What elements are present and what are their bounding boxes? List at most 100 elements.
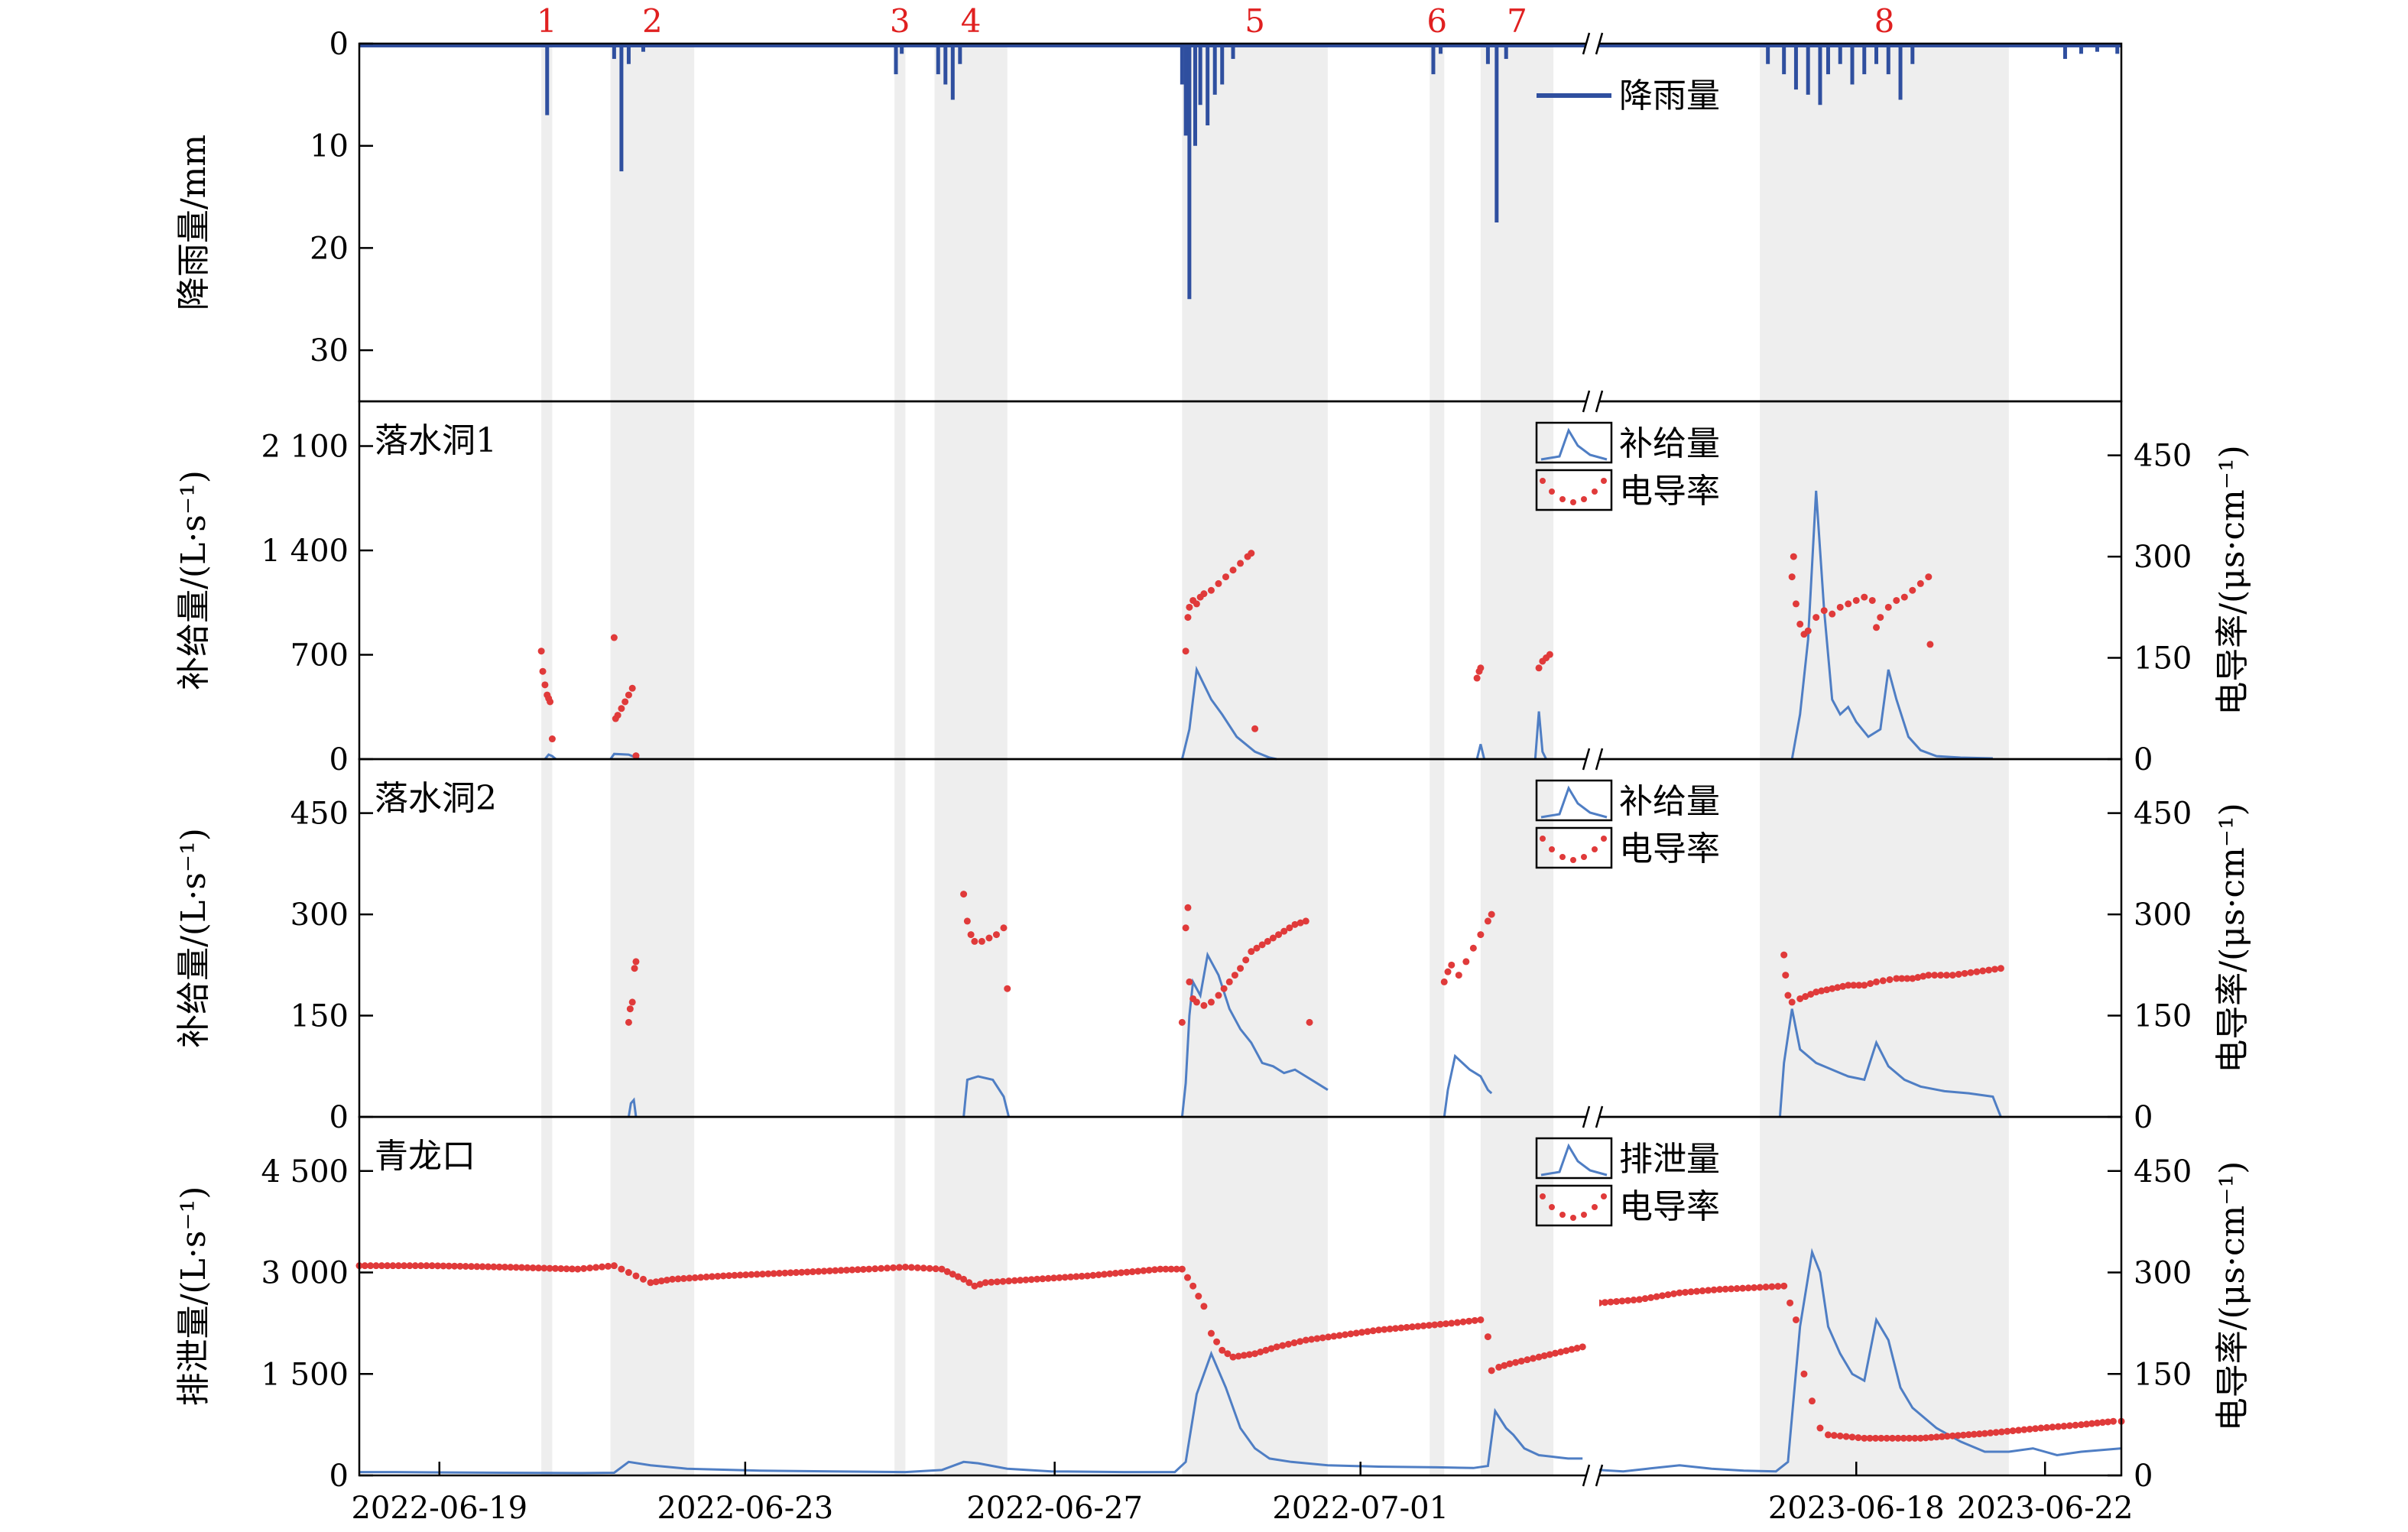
- conductivity-point: [1488, 910, 1495, 918]
- conductivity-point: [1664, 1291, 1672, 1299]
- conductivity-point: [1866, 1434, 1874, 1442]
- conductivity-point: [372, 1262, 380, 1270]
- conductivity-point: [1768, 1283, 1776, 1290]
- conductivity-point: [725, 1272, 733, 1280]
- conductivity-point: [628, 998, 636, 1006]
- station-name: 落水洞1: [375, 421, 497, 460]
- conductivity-point: [1867, 980, 1874, 988]
- conductivity-point: [1220, 985, 1228, 992]
- conductivity-point: [842, 1266, 850, 1274]
- conductivity-point: [1790, 553, 1797, 560]
- conductivity-point: [1200, 1001, 1208, 1009]
- conductivity-point: [1855, 1434, 1862, 1442]
- conductivity-point: [1883, 1434, 1890, 1442]
- conductivity-point: [1488, 1367, 1495, 1375]
- y-tick-label: 30: [310, 333, 349, 368]
- conductivity-point: [1448, 961, 1456, 969]
- conductivity-point: [871, 1265, 879, 1273]
- conductivity-point: [1358, 1329, 1366, 1336]
- conductivity-point: [1186, 603, 1193, 611]
- legend-conductivity-icon: [1540, 1193, 1546, 1199]
- conductivity-point: [626, 1005, 634, 1013]
- conductivity-point: [2072, 1421, 2079, 1429]
- conductivity-point: [631, 965, 638, 972]
- conductivity-point: [1780, 951, 1788, 959]
- conductivity-point: [1235, 1352, 1242, 1360]
- y2-tick-label: 0: [2134, 742, 2153, 777]
- y-tick-label: 0: [329, 742, 349, 777]
- legend-flow-swatch: [1535, 1137, 1613, 1180]
- conductivity-point: [1839, 982, 1847, 990]
- conductivity-point: [1659, 1292, 1666, 1300]
- conductivity-point: [1774, 1283, 1782, 1290]
- conductivity-point: [1653, 1293, 1660, 1300]
- conductivity-point: [1290, 1339, 1298, 1347]
- conductivity-point: [456, 1262, 464, 1270]
- conductivity-point: [1906, 1434, 1913, 1442]
- conductivity-point: [1716, 1286, 1724, 1293]
- conductivity-point: [618, 1265, 625, 1273]
- legend-conductivity-icon: [1559, 1212, 1566, 1218]
- conductivity-point: [1213, 1338, 1221, 1345]
- legend-conductivity-icon: [1549, 1204, 1555, 1210]
- conductivity-point: [1189, 1282, 1197, 1290]
- conductivity-point: [1824, 1431, 1832, 1439]
- conductivity-point: [1842, 1433, 1850, 1440]
- conductivity-point: [781, 1269, 789, 1277]
- conductivity-point: [1381, 1326, 1388, 1333]
- conductivity-point: [1744, 1284, 1752, 1292]
- event-label-6: 6: [1426, 2, 1447, 40]
- conductivity-point: [1017, 1277, 1024, 1284]
- conductivity-point: [1630, 1297, 1637, 1304]
- conductivity-point: [394, 1262, 402, 1270]
- conductivity-point: [1705, 1287, 1712, 1294]
- conductivity-point: [1459, 1318, 1467, 1326]
- legend-flow-icon: [1540, 427, 1608, 461]
- x-tick-label: 2022-07-01: [1272, 1491, 1449, 1526]
- y2-axis-label: 电导率/(μs·cm⁻¹): [2213, 803, 2252, 1073]
- flow-series: [1598, 1248, 2122, 1473]
- axis-break-mark: [1582, 1105, 1591, 1128]
- conductivity-point: [1084, 1272, 1092, 1280]
- axis-break-mark: [1582, 32, 1591, 55]
- station-name: 青龙口: [375, 1137, 475, 1176]
- conductivity-point: [2037, 1424, 2045, 1432]
- conductivity-point: [1868, 596, 1876, 604]
- conductivity-point: [1979, 967, 1987, 975]
- conductivity-point: [541, 681, 549, 689]
- conductivity-point: [1889, 1434, 1897, 1442]
- conductivity-point: [770, 1270, 777, 1277]
- conductivity-point: [815, 1267, 823, 1275]
- conductivity-point: [901, 1263, 909, 1271]
- conductivity-point: [1313, 1335, 1321, 1342]
- y-axis-label: 降雨量/mm: [174, 135, 213, 310]
- conductivity-point: [423, 1262, 430, 1270]
- legend-flow-label: 补给量: [1619, 424, 1720, 463]
- y-tick-label: 1 400: [261, 534, 349, 569]
- y2-tick-label: 150: [2134, 999, 2192, 1034]
- conductivity-point: [1925, 573, 1933, 581]
- conductivity-point: [1529, 1355, 1537, 1362]
- x-tick-label: 2022-06-27: [966, 1491, 1143, 1526]
- conductivity-point: [625, 691, 632, 699]
- legend-flow-swatch: [1535, 421, 1613, 464]
- conductivity-point: [1240, 1352, 1248, 1359]
- conductivity-point: [1335, 1332, 1343, 1339]
- conductivity-point: [1687, 1288, 1695, 1296]
- conductivity-point: [1871, 1434, 1879, 1442]
- conductivity-point: [547, 698, 554, 706]
- conductivity-point: [2009, 1427, 2017, 1435]
- conductivity-point: [2104, 1418, 2111, 1426]
- conductivity-point: [1248, 550, 1255, 557]
- x-tick-label: 2023-06-22: [1957, 1491, 2134, 1526]
- flow-series: [1533, 711, 1547, 760]
- conductivity-point: [1973, 968, 1981, 975]
- conductivity-point: [697, 1274, 705, 1281]
- conductivity-point: [1237, 965, 1245, 972]
- conductivity-point: [748, 1271, 755, 1278]
- conductivity-point: [1981, 1430, 1988, 1437]
- conductivity-point: [1004, 985, 1011, 992]
- conductivity-point: [451, 1262, 459, 1270]
- conductivity-point: [1237, 560, 1245, 567]
- conductivity-point: [1477, 1316, 1485, 1323]
